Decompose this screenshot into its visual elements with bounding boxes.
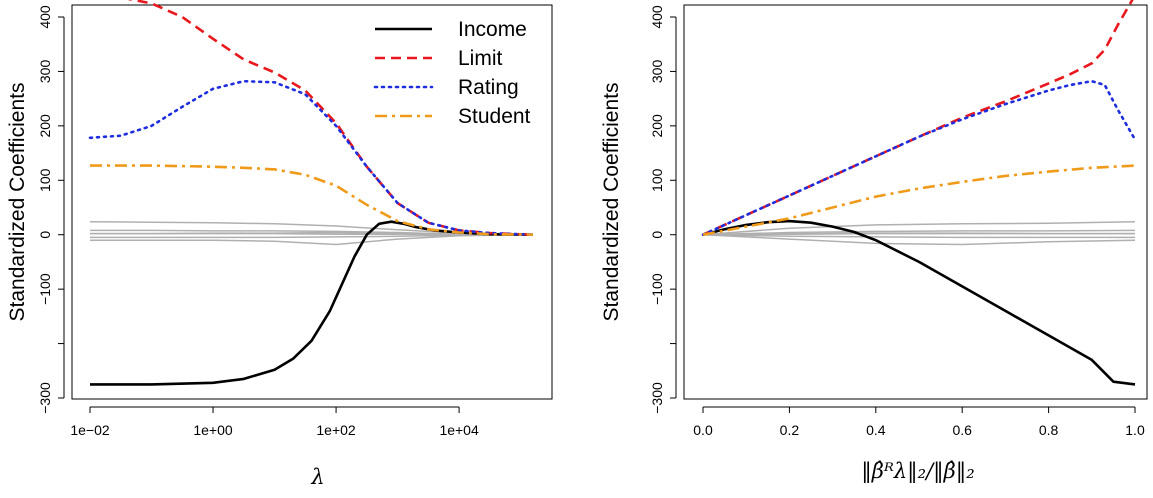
y-tick-label: 400 [37, 5, 53, 29]
left-y-axis-title: Standardized Coefficients [6, 83, 29, 322]
x-tick-label: 1.0 [1125, 422, 1145, 438]
x-tick-label: 0.4 [866, 422, 886, 438]
legend-label-student: Student [458, 105, 531, 128]
legend-label-rating: Rating [458, 76, 519, 99]
y-tick-label: 300 [649, 60, 665, 84]
left-series-student [90, 164, 533, 236]
legend-label-income: Income [458, 18, 527, 41]
x-tick-label: 0.8 [1039, 422, 1059, 438]
right-y-axis-title: Standardized Coefficients [600, 83, 623, 322]
right-series-limit [702, 0, 1134, 236]
right-series-rating [701, 79, 1137, 236]
y-tick-label: −300 [37, 382, 53, 414]
left-x-axis-title: λ [310, 465, 324, 489]
y-tick-label: 400 [649, 5, 665, 29]
left-series-income [90, 220, 533, 386]
y-tick-label: 100 [649, 168, 665, 192]
x-tick-label: 1e+00 [193, 422, 233, 438]
right-series-income [702, 219, 1136, 386]
y-tick-label: 0 [37, 231, 53, 239]
x-tick-label: 0.6 [952, 422, 972, 438]
left-series-other-6 [90, 231, 533, 236]
y-tick-label: 200 [649, 114, 665, 138]
y-tick-label: 200 [37, 114, 53, 138]
left-series [88, 0, 535, 386]
right-series-other-6 [702, 232, 1135, 236]
right-series [701, 0, 1137, 386]
left-series-other-5 [90, 233, 533, 246]
y-tick-label: 100 [37, 168, 53, 192]
left-series-other-4 [90, 233, 533, 239]
y-tick-label: 300 [37, 60, 53, 84]
right-series-other-5 [702, 233, 1136, 246]
y-tick-label: 0 [649, 231, 665, 239]
right-series-other-1 [702, 220, 1136, 236]
right-plot-frame [683, 4, 1148, 400]
left-series-limit [127, 0, 533, 236]
right-series-other-2 [702, 229, 1136, 236]
y-tick-label: −300 [649, 382, 665, 414]
right-axes: −300 −100 0 100 200 300 400 0.0 0.2 0.4 0.6 0.8 1.0 [649, 5, 1145, 438]
right-x-axis-title: ‖β̂ᴿλ‖₂/‖β̂‖₂ [861, 459, 974, 484]
left-panel: −300 −100 0 100 200 300 400 1e−02 1e+00 1e+02 1e+0… [6, 0, 553, 489]
left-plot-frame [71, 4, 553, 400]
y-tick-label: −100 [37, 273, 53, 305]
left-axes: −300 −100 0 100 200 300 400 1e−02 1e+00 1e+02 1e+0… [37, 5, 479, 438]
x-tick-label: 1e+02 [316, 422, 356, 438]
left-series-rating [88, 79, 535, 236]
x-tick-label: 0.2 [780, 422, 800, 438]
y-tick-label: −100 [649, 273, 665, 305]
x-tick-label: 0.0 [693, 422, 713, 438]
x-tick-label: 1e−02 [70, 422, 110, 438]
legend-label-limit: Limit [458, 47, 503, 70]
legend: Income Limit Rating Student [373, 18, 531, 128]
x-tick-label: 1e+04 [439, 422, 479, 438]
right-series-other-4 [702, 233, 1135, 239]
